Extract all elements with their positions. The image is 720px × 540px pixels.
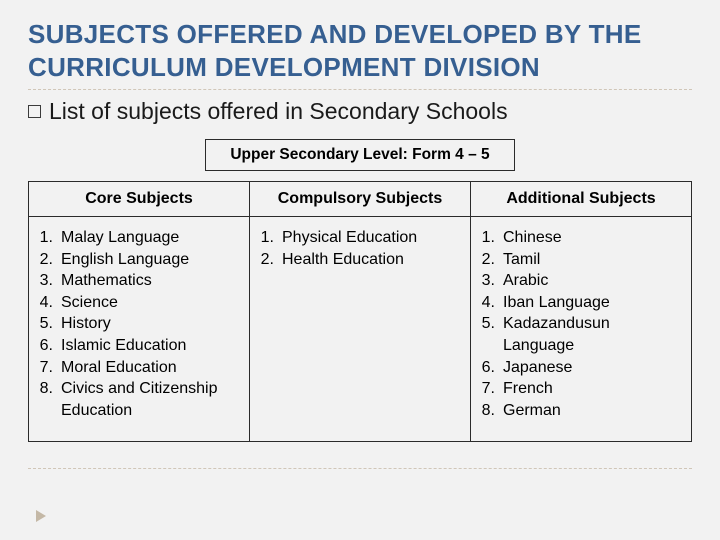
item-number: 5. [477,313,499,356]
item-number: 1. [256,227,278,249]
item-number: 5. [35,313,57,335]
item-text: Kadazandusun Language [499,313,685,356]
item-text: German [499,400,685,422]
item-number: 6. [35,335,57,357]
item-number: 2. [256,249,278,271]
item-number: 2. [477,249,499,271]
page-title: SUBJECTS OFFERED AND DEVELOPED BY THE CU… [28,18,692,83]
item-text: Tamil [499,249,685,271]
item-text: Malay Language [57,227,243,249]
item-text: Arabic [499,270,685,292]
list-item: 2.English Language [35,249,243,271]
list-item: 7.French [477,378,685,400]
item-text: Physical Education [278,227,464,249]
arrow-icon [36,510,46,522]
item-text: Mathematics [57,270,243,292]
list-item: 6.Islamic Education [35,335,243,357]
subtitle-text: List of subjects offered in Secondary Sc… [49,98,508,125]
item-number: 2. [35,249,57,271]
list-item: 1.Physical Education [256,227,464,249]
item-number: 7. [35,357,57,379]
item-number: 4. [35,292,57,314]
item-text: Science [57,292,243,314]
list-item: 6.Japanese [477,357,685,379]
item-text: Iban Language [499,292,685,314]
column-body: 1.Malay Language2.English Language3.Math… [29,217,249,441]
subjects-table: Core Subjects1.Malay Language2.English L… [28,181,692,442]
list-item: 2.Tamil [477,249,685,271]
list-item: 1.Malay Language [35,227,243,249]
item-text: History [57,313,243,335]
list-item: 2.Health Education [256,249,464,271]
item-text: Moral Education [57,357,243,379]
list-item: 7.Moral Education [35,357,243,379]
bullet-square-icon [28,105,41,118]
column-header: Core Subjects [29,182,249,217]
item-number: 1. [477,227,499,249]
item-text: Health Education [278,249,464,271]
column-body: 1.Physical Education2.Health Education [250,217,470,290]
table-column: Additional Subjects1.Chinese2.Tamil3.Ara… [471,182,691,441]
item-number: 1. [35,227,57,249]
list-item: 3.Mathematics [35,270,243,292]
column-header: Compulsory Subjects [250,182,470,217]
divider-top [28,89,692,90]
list-item: 8.Civics and Citizenship Education [35,378,243,421]
column-body: 1.Chinese2.Tamil3.Arabic4.Iban Language5… [471,217,691,441]
list-item: 5.History [35,313,243,335]
item-number: 6. [477,357,499,379]
subtitle-row: List of subjects offered in Secondary Sc… [28,98,692,125]
item-text: Islamic Education [57,335,243,357]
item-text: English Language [57,249,243,271]
item-number: 4. [477,292,499,314]
list-item: 3.Arabic [477,270,685,292]
item-text: Civics and Citizenship Education [57,378,243,421]
list-item: 8.German [477,400,685,422]
level-box: Upper Secondary Level: Form 4 – 5 [205,139,515,171]
list-item: 1.Chinese [477,227,685,249]
item-text: French [499,378,685,400]
item-text: Japanese [499,357,685,379]
table-column: Core Subjects1.Malay Language2.English L… [29,182,250,441]
item-number: 3. [35,270,57,292]
item-number: 8. [477,400,499,422]
table-column: Compulsory Subjects1.Physical Education2… [250,182,471,441]
item-text: Chinese [499,227,685,249]
column-header: Additional Subjects [471,182,691,217]
item-number: 8. [35,378,57,421]
list-item: 5.Kadazandusun Language [477,313,685,356]
item-number: 7. [477,378,499,400]
item-number: 3. [477,270,499,292]
list-item: 4.Science [35,292,243,314]
divider-bottom [28,468,692,469]
list-item: 4.Iban Language [477,292,685,314]
